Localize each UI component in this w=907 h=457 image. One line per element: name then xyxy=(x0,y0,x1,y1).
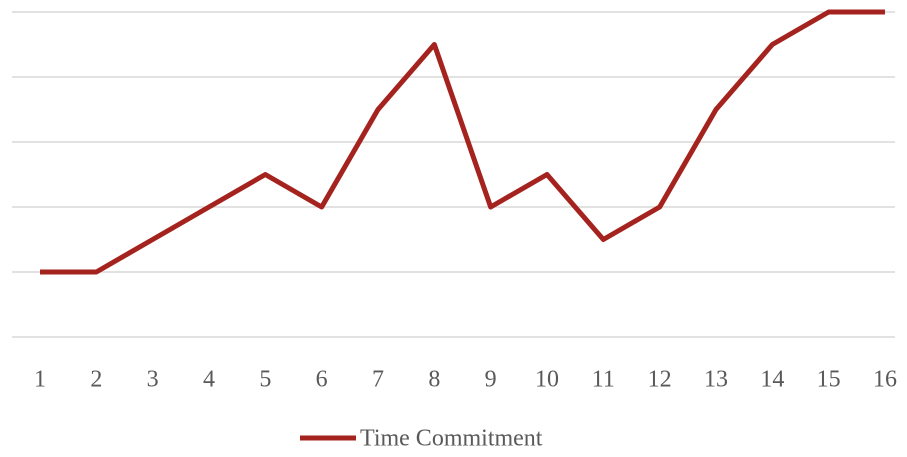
x-tick-label: 16 xyxy=(873,367,897,393)
x-tick-label: 15 xyxy=(817,367,841,393)
x-tick-label: 12 xyxy=(648,367,672,393)
x-tick-label: 5 xyxy=(259,367,271,393)
x-tick-label: 11 xyxy=(592,367,615,393)
data-line xyxy=(40,9,885,275)
x-tick-label: 2 xyxy=(90,367,102,393)
x-tick-label: 10 xyxy=(535,367,559,393)
x-tick-label: 9 xyxy=(485,367,497,393)
x-tick-label: 1 xyxy=(34,367,46,393)
x-tick-label: 13 xyxy=(704,367,728,393)
x-tick-label: 3 xyxy=(147,367,159,393)
legend: Time Commitment xyxy=(300,426,543,452)
legend-label: Time Commitment xyxy=(360,426,543,452)
x-tick-label: 8 xyxy=(428,367,440,393)
x-tick-label: 14 xyxy=(760,367,784,393)
x-tick-label: 4 xyxy=(203,367,215,393)
x-tick-label: 7 xyxy=(372,367,384,393)
x-tick-label: 6 xyxy=(316,367,328,393)
